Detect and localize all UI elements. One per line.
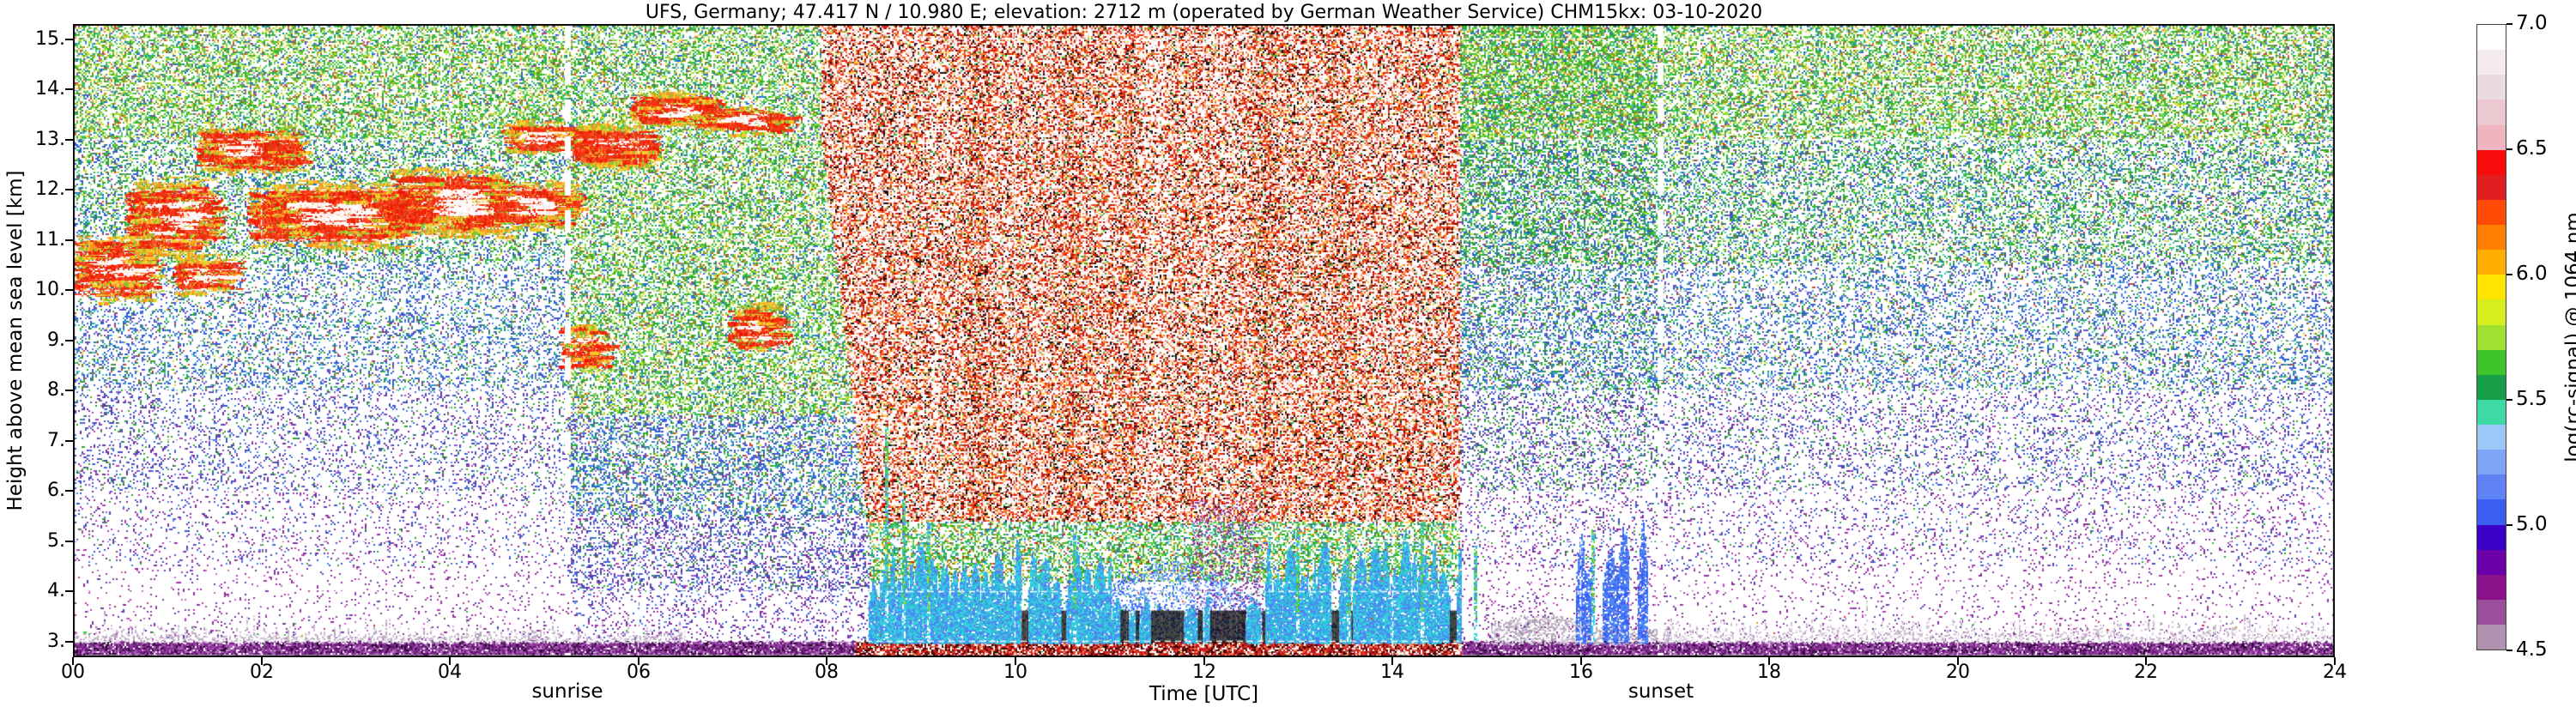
colorbar-band [2477,574,2506,600]
x-tick-mark [638,657,639,665]
x-tick-label: 14 [1380,662,1404,683]
colorbar-band [2477,149,2506,175]
y-tick-mark [65,239,73,241]
colorbar-band [2477,625,2506,650]
colorbar-tick-label: 5.0 [2516,513,2548,535]
x-tick-mark [826,657,827,665]
y-tick-label: 5. [47,530,65,552]
page-title: UFS, Germany; 47.417 N / 10.980 E; eleva… [645,2,1763,23]
x-tick-label: 06 [627,662,651,683]
y-tick-mark [65,590,73,592]
x-tick-label: 22 [2134,662,2158,683]
y-tick-mark [65,440,73,442]
colorbar-tick-label: 6.0 [2516,263,2548,285]
y-tick-label: 12. [35,178,65,200]
x-tick-label: 00 [61,662,85,683]
y-tick-mark [65,541,73,542]
x-axis-label: Time [UTC] [1149,683,1259,705]
y-tick-mark [65,490,73,492]
colorbar-tick-mark [2506,148,2512,150]
colorbar-band [2477,199,2506,225]
colorbar-tick-mark [2506,399,2512,401]
colorbar-tick-mark [2506,650,2512,651]
y-tick-mark [65,189,73,190]
y-tick-label: 10. [35,279,65,300]
colorbar-tick-mark [2506,23,2512,25]
colorbar-band [2477,599,2506,625]
colorbar-band [2477,450,2506,475]
y-tick-mark [65,88,73,90]
colorbar-band [2477,299,2506,325]
x-tick-label: 04 [438,662,462,683]
y-tick-mark [65,39,73,40]
x-tick-mark [1015,657,1016,665]
x-tick-mark [1203,657,1205,665]
colorbar-band [2477,250,2506,275]
y-tick-mark [65,139,73,141]
x-tick-mark [1580,657,1582,665]
colorbar-band [2477,100,2506,125]
x-tick-label: 10 [1003,662,1027,683]
x-tick-mark [261,657,263,665]
x-tick-label: 18 [1757,662,1781,683]
colorbar-band [2477,75,2506,100]
sunrise-label: sunrise [531,680,603,703]
x-tick-mark [1768,657,1770,665]
x-tick-label: 08 [815,662,839,683]
x-tick-label: 12 [1192,662,1216,683]
colorbar-band [2477,499,2506,525]
colorbar-band [2477,349,2506,375]
x-tick-label: 16 [1569,662,1593,683]
x-tick-mark [2145,657,2147,665]
y-tick-label: 14. [35,78,65,100]
colorbar-tick-label: 5.5 [2516,388,2548,410]
y-tick-label: 3. [47,631,65,652]
y-tick-label: 4. [47,580,65,601]
colorbar-band [2477,275,2506,300]
x-tick-mark [1391,657,1393,665]
colorbar-band [2477,399,2506,425]
x-tick-mark [72,657,74,665]
x-tick-label: 24 [2323,662,2347,683]
colorbar-band [2477,474,2506,500]
colorbar-band [2477,524,2506,550]
y-tick-label: 13. [35,129,65,150]
colorbar-tick-mark [2506,274,2512,275]
y-tick-label: 7. [47,430,65,451]
y-tick-mark [65,289,73,291]
y-tick-mark [65,390,73,391]
colorbar-band [2477,225,2506,251]
colorbar [2476,24,2506,650]
colorbar-band [2477,174,2506,200]
y-tick-label: 11. [35,229,65,251]
y-tick-mark [65,641,73,643]
colorbar-band [2477,324,2506,350]
y-tick-label: 9. [47,329,65,351]
colorbar-tick-label: 4.5 [2516,638,2548,661]
colorbar-band [2477,425,2506,450]
colorbar-band [2477,549,2506,575]
colorbar-label: log(rc-signal) @ 1064 nm [2562,212,2576,462]
x-tick-label: 02 [250,662,274,683]
colorbar-band [2477,124,2506,150]
colorbar-band [2477,374,2506,400]
y-tick-label: 15. [35,28,65,50]
x-tick-label: 20 [1946,662,1970,683]
y-tick-label: 6. [47,480,65,501]
x-tick-mark [1957,657,1959,665]
heatmap-canvas [73,24,2335,657]
x-tick-mark [2334,657,2336,665]
colorbar-band [2477,50,2506,76]
colorbar-tick-label: 6.5 [2516,137,2548,160]
y-tick-label: 8. [47,379,65,401]
colorbar-tick-mark [2506,524,2512,526]
x-tick-mark [449,657,451,665]
colorbar-band [2477,25,2506,51]
sunset-label: sunset [1627,680,1694,703]
y-axis-label: Height above mean sea level [km] [4,170,27,511]
y-tick-mark [65,340,73,341]
colorbar-tick-label: 7.0 [2516,12,2548,34]
